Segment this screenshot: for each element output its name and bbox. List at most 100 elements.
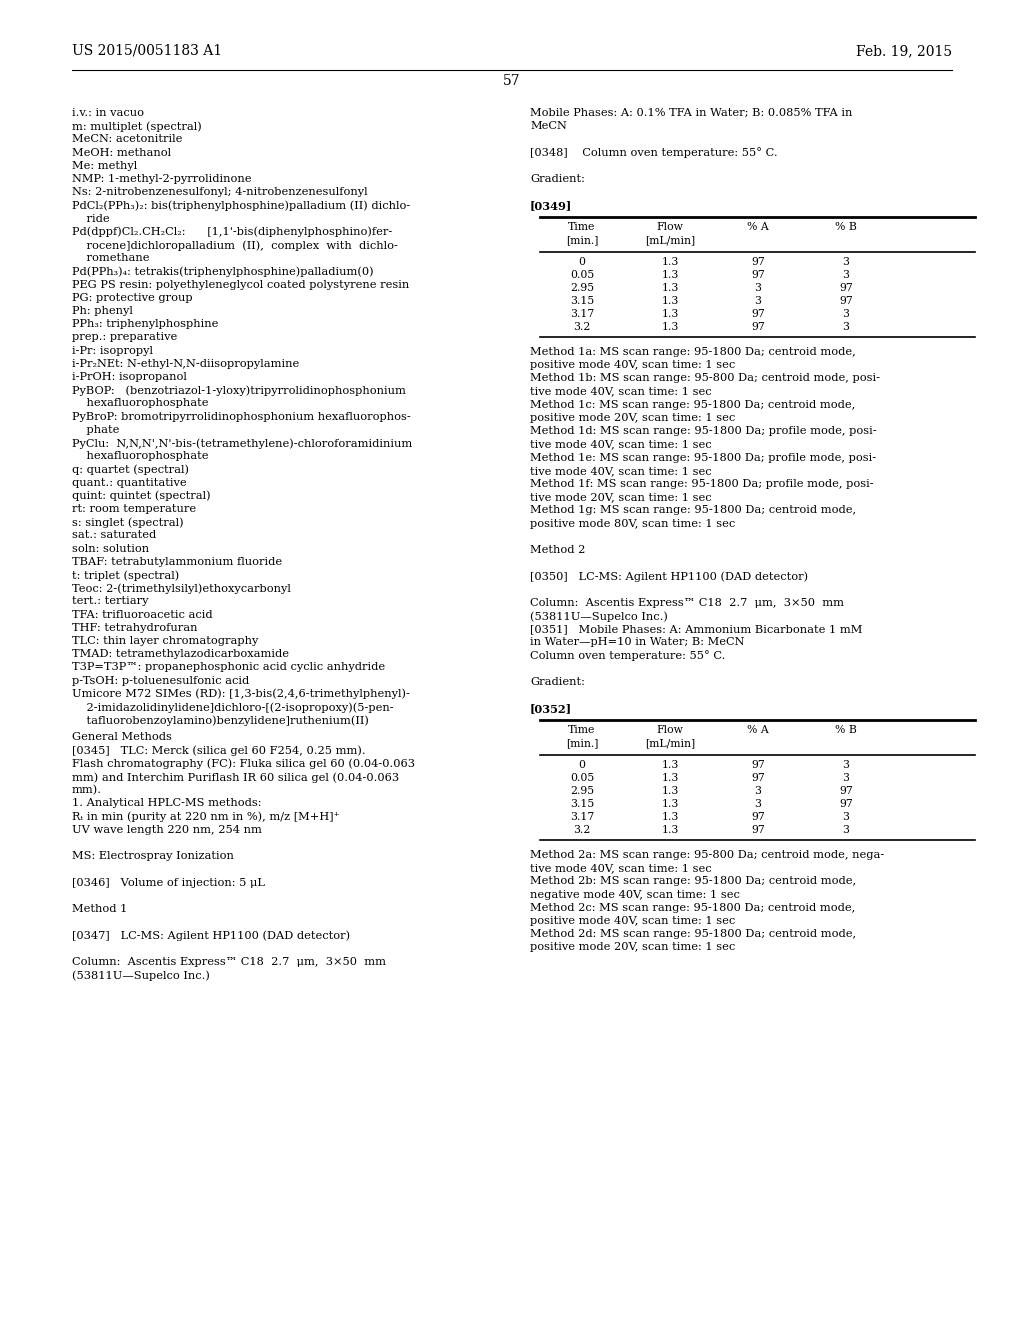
- Text: p-TsOH: p-toluenesulfonic acid: p-TsOH: p-toluenesulfonic acid: [72, 676, 249, 685]
- Text: % B: % B: [836, 725, 857, 735]
- Text: TFA: trifluoroacetic acid: TFA: trifluoroacetic acid: [72, 610, 213, 619]
- Text: 3: 3: [843, 271, 850, 280]
- Text: 2.95: 2.95: [570, 282, 594, 293]
- Text: 0.05: 0.05: [570, 271, 594, 280]
- Text: quant.: quantitative: quant.: quantitative: [72, 478, 186, 487]
- Text: Ph: phenyl: Ph: phenyl: [72, 306, 133, 315]
- Text: Method 1e: MS scan range: 95-1800 Da; profile mode, posi-: Method 1e: MS scan range: 95-1800 Da; pr…: [530, 453, 877, 462]
- Text: Flow: Flow: [656, 725, 683, 735]
- Text: 3: 3: [843, 257, 850, 267]
- Text: tive mode 40V, scan time: 1 sec: tive mode 40V, scan time: 1 sec: [530, 387, 712, 396]
- Text: prep.: preparative: prep.: preparative: [72, 333, 177, 342]
- Text: 3: 3: [843, 309, 850, 319]
- Text: tive mode 40V, scan time: 1 sec: tive mode 40V, scan time: 1 sec: [530, 466, 712, 475]
- Text: 3.17: 3.17: [570, 812, 594, 822]
- Text: 97: 97: [752, 271, 765, 280]
- Text: MeOH: methanol: MeOH: methanol: [72, 148, 171, 157]
- Text: 1.3: 1.3: [662, 825, 679, 836]
- Text: 3: 3: [843, 825, 850, 836]
- Text: 3.15: 3.15: [570, 296, 594, 306]
- Text: PyClu:  N,N,N',N'-bis-(tetramethylene)-chloroforamidinium: PyClu: N,N,N',N'-bis-(tetramethylene)-ch…: [72, 438, 413, 449]
- Text: MeCN: MeCN: [530, 121, 567, 131]
- Text: soln: solution: soln: solution: [72, 544, 150, 553]
- Text: 1.3: 1.3: [662, 785, 679, 796]
- Text: 97: 97: [752, 257, 765, 267]
- Text: 2-imidazolidinylidene]dichloro-[(2-isopropoxy)(5-pen-: 2-imidazolidinylidene]dichloro-[(2-isopr…: [72, 702, 393, 713]
- Text: t: triplet (spectral): t: triplet (spectral): [72, 570, 179, 581]
- Text: PyBroP: bromotripyrrolidinophosphonium hexafluorophos-: PyBroP: bromotripyrrolidinophosphonium h…: [72, 412, 411, 421]
- Text: 3: 3: [755, 296, 762, 306]
- Text: tive mode 40V, scan time: 1 sec: tive mode 40V, scan time: 1 sec: [530, 863, 712, 874]
- Text: positive mode 20V, scan time: 1 sec: positive mode 20V, scan time: 1 sec: [530, 942, 735, 953]
- Text: 1.3: 1.3: [662, 322, 679, 333]
- Text: TBAF: tetrabutylammonium fluoride: TBAF: tetrabutylammonium fluoride: [72, 557, 283, 566]
- Text: tert.: tertiary: tert.: tertiary: [72, 597, 148, 606]
- Text: Time: Time: [568, 725, 596, 735]
- Text: 3: 3: [843, 322, 850, 333]
- Text: Pd(PPh₃)₄: tetrakis(triphenylphosphine)palladium(0): Pd(PPh₃)₄: tetrakis(triphenylphosphine)p…: [72, 267, 374, 277]
- Text: 1.3: 1.3: [662, 774, 679, 783]
- Text: 3: 3: [843, 812, 850, 822]
- Text: 97: 97: [839, 296, 853, 306]
- Text: [0347]   LC-MS: Agilent HP1100 (DAD detector): [0347] LC-MS: Agilent HP1100 (DAD detect…: [72, 931, 350, 941]
- Text: 3.17: 3.17: [570, 309, 594, 319]
- Text: PyBOP:   (benzotriazol-1-yloxy)tripyrrolidinophosphonium: PyBOP: (benzotriazol-1-yloxy)tripyrrolid…: [72, 385, 406, 396]
- Text: US 2015/0051183 A1: US 2015/0051183 A1: [72, 44, 222, 58]
- Text: tive mode 40V, scan time: 1 sec: tive mode 40V, scan time: 1 sec: [530, 440, 712, 449]
- Text: 97: 97: [752, 309, 765, 319]
- Text: PPh₃: triphenylphosphine: PPh₃: triphenylphosphine: [72, 319, 218, 329]
- Text: Method 2a: MS scan range: 95-800 Da; centroid mode, nega-: Method 2a: MS scan range: 95-800 Da; cen…: [530, 850, 885, 861]
- Text: 0: 0: [579, 257, 586, 267]
- Text: UV wave length 220 nm, 254 nm: UV wave length 220 nm, 254 nm: [72, 825, 262, 834]
- Text: Flash chromatography (FC): Fluka silica gel 60 (0.04-0.063: Flash chromatography (FC): Fluka silica …: [72, 759, 415, 770]
- Text: sat.: saturated: sat.: saturated: [72, 531, 157, 540]
- Text: 1. Analytical HPLC-MS methods:: 1. Analytical HPLC-MS methods:: [72, 799, 261, 808]
- Text: rt: room temperature: rt: room temperature: [72, 504, 197, 513]
- Text: MS: Electrospray Ionization: MS: Electrospray Ionization: [72, 851, 233, 861]
- Text: Me: methyl: Me: methyl: [72, 161, 137, 170]
- Text: Method 2d: MS scan range: 95-1800 Da; centroid mode,: Method 2d: MS scan range: 95-1800 Da; ce…: [530, 929, 856, 940]
- Text: 3: 3: [755, 785, 762, 796]
- Text: Column oven temperature: 55° C.: Column oven temperature: 55° C.: [530, 651, 725, 661]
- Text: hexafluorophosphate: hexafluorophosphate: [72, 451, 209, 461]
- Text: [0348]    Column oven temperature: 55° C.: [0348] Column oven temperature: 55° C.: [530, 148, 777, 158]
- Text: General Methods: General Methods: [72, 733, 172, 742]
- Text: PdCl₂(PPh₃)₂: bis(triphenylphosphine)palladium (II) dichlo-: PdCl₂(PPh₃)₂: bis(triphenylphosphine)pal…: [72, 201, 411, 211]
- Text: s: singlet (spectral): s: singlet (spectral): [72, 517, 183, 528]
- Text: 3: 3: [843, 774, 850, 783]
- Text: 3: 3: [843, 760, 850, 770]
- Text: i-Pr₂NEt: N-ethyl-N,N-diisopropylamine: i-Pr₂NEt: N-ethyl-N,N-diisopropylamine: [72, 359, 299, 368]
- Text: positive mode 40V, scan time: 1 sec: positive mode 40V, scan time: 1 sec: [530, 916, 735, 927]
- Text: q: quartet (spectral): q: quartet (spectral): [72, 465, 189, 475]
- Text: 97: 97: [752, 812, 765, 822]
- Text: [0351]   Mobile Phases: A: Ammonium Bicarbonate 1 mM: [0351] Mobile Phases: A: Ammonium Bicarb…: [530, 624, 862, 634]
- Text: [min.]: [min.]: [566, 738, 598, 748]
- Text: 97: 97: [839, 799, 853, 809]
- Text: 97: 97: [752, 322, 765, 333]
- Text: 1.3: 1.3: [662, 812, 679, 822]
- Text: (53811U—Supelco Inc.): (53811U—Supelco Inc.): [72, 970, 210, 981]
- Text: i.v.: in vacuo: i.v.: in vacuo: [72, 108, 144, 117]
- Text: Method 1g: MS scan range: 95-1800 Da; centroid mode,: Method 1g: MS scan range: 95-1800 Da; ce…: [530, 506, 856, 515]
- Text: 3: 3: [755, 282, 762, 293]
- Text: 97: 97: [752, 825, 765, 836]
- Text: m: multiplet (spectral): m: multiplet (spectral): [72, 121, 202, 132]
- Text: TLC: thin layer chromatography: TLC: thin layer chromatography: [72, 636, 258, 645]
- Text: Method 2b: MS scan range: 95-1800 Da; centroid mode,: Method 2b: MS scan range: 95-1800 Da; ce…: [530, 876, 856, 887]
- Text: Method 1c: MS scan range: 95-1800 Da; centroid mode,: Method 1c: MS scan range: 95-1800 Da; ce…: [530, 400, 855, 409]
- Text: [min.]: [min.]: [566, 235, 598, 244]
- Text: positive mode 80V, scan time: 1 sec: positive mode 80V, scan time: 1 sec: [530, 519, 735, 528]
- Text: Method 2: Method 2: [530, 545, 586, 554]
- Text: ride: ride: [72, 214, 110, 223]
- Text: quint: quintet (spectral): quint: quintet (spectral): [72, 491, 211, 502]
- Text: 97: 97: [839, 282, 853, 293]
- Text: 1.3: 1.3: [662, 309, 679, 319]
- Text: Method 1d: MS scan range: 95-1800 Da; profile mode, posi-: Method 1d: MS scan range: 95-1800 Da; pr…: [530, 426, 877, 436]
- Text: 3: 3: [755, 799, 762, 809]
- Text: Method 1b: MS scan range: 95-800 Da; centroid mode, posi-: Method 1b: MS scan range: 95-800 Da; cen…: [530, 374, 880, 383]
- Text: Method 1f: MS scan range: 95-1800 Da; profile mode, posi-: Method 1f: MS scan range: 95-1800 Da; pr…: [530, 479, 873, 488]
- Text: Pd(dppf)Cl₂.CH₂Cl₂:      [1,1'-bis(diphenylphosphino)fer-: Pd(dppf)Cl₂.CH₂Cl₂: [1,1'-bis(diphenylph…: [72, 227, 392, 238]
- Text: mm) and Interchim Puriflash IR 60 silica gel (0.04-0.063: mm) and Interchim Puriflash IR 60 silica…: [72, 772, 399, 783]
- Text: PEG PS resin: polyethyleneglycol coated polystyrene resin: PEG PS resin: polyethyleneglycol coated …: [72, 280, 410, 289]
- Text: hexafluorophosphate: hexafluorophosphate: [72, 399, 209, 408]
